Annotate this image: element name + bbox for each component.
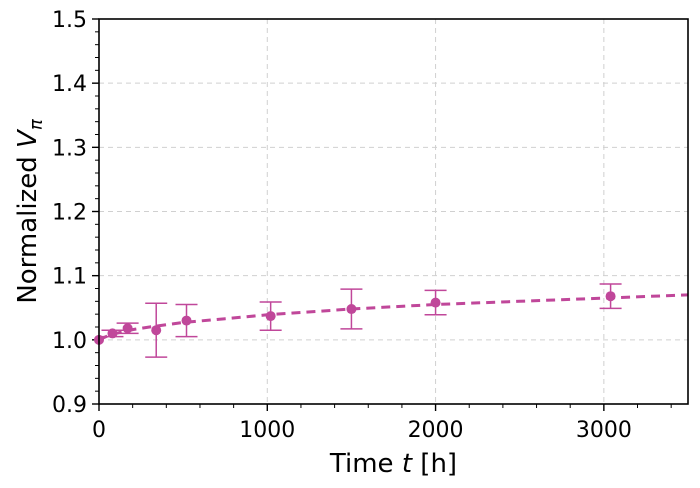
data-point	[151, 325, 162, 336]
x-tick-label: 3000	[576, 418, 632, 443]
y-tick-label: 1.2	[52, 201, 87, 226]
x-tick-label: 0	[92, 418, 106, 443]
x-tick-label: 2000	[408, 418, 464, 443]
minor-ticks	[95, 31, 672, 408]
data-point	[122, 323, 133, 334]
y-tick-label: 1.4	[52, 72, 87, 97]
x-axis-label-suffix: [h]	[412, 449, 457, 479]
data-point	[605, 291, 616, 302]
major-ticks	[92, 18, 605, 411]
data-point	[107, 328, 118, 339]
y-axis-label-subscript: π	[26, 118, 47, 130]
y-axis-label-prefix: Normalized	[13, 148, 43, 304]
grid-lines	[99, 19, 688, 404]
x-tick-labels: 0 1000 2000 3000	[92, 418, 632, 443]
y-tick-label: 1.1	[52, 265, 87, 290]
x-axis-label-variable: t	[402, 449, 413, 479]
data-point	[346, 304, 357, 315]
data-point	[430, 297, 441, 308]
y-tick-labels: 0.9 1.0 1.1 1.2 1.3 1.4 1.5	[52, 8, 87, 418]
x-axis-label: Time t [h]	[329, 449, 457, 479]
data-point	[181, 315, 192, 326]
x-tick-label: 1000	[239, 418, 295, 443]
y-tick-label: 1.3	[52, 136, 87, 161]
y-axis-label: Normalized Vπ	[13, 118, 47, 304]
y-tick-label: 1.0	[52, 329, 87, 354]
x-axis-label-prefix: Time	[329, 449, 402, 479]
y-axis-label-variable: V	[13, 128, 43, 148]
y-tick-label: 1.5	[52, 8, 87, 33]
data-points-layer	[94, 283, 622, 358]
y-tick-label: 0.9	[52, 393, 87, 418]
plot-frame	[98, 18, 689, 405]
data-point	[265, 311, 276, 322]
